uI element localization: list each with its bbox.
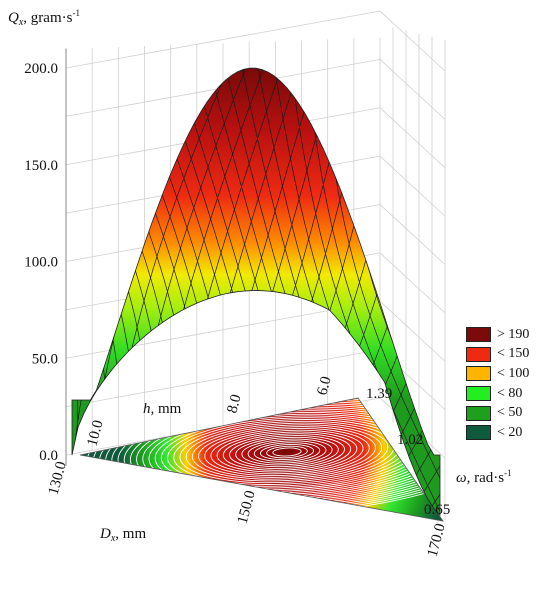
h-axis-title: h, mm — [143, 401, 182, 417]
grid-line — [380, 205, 445, 265]
h-tick-label: 6.0 — [314, 375, 334, 397]
surface-grid-line — [446, 40, 550, 520]
grid-line — [380, 156, 445, 216]
color-legend: > 190 < 150 < 100 < 80 < 50 < 20 — [466, 325, 546, 443]
dx-tick-label: 150.0 — [235, 489, 259, 526]
omega-axis-title: ω, rad·s-1 — [456, 468, 512, 486]
omega-tick-label: 0.65 — [424, 502, 450, 518]
legend-item: < 80 — [466, 384, 546, 404]
z-tick-label: 100.0 — [24, 255, 58, 271]
grid-line — [380, 108, 445, 168]
grid-line — [380, 253, 445, 313]
legend-swatch — [466, 406, 491, 421]
surface-grid-line — [457, 40, 550, 520]
dx-tick-label: 130.0 — [46, 460, 70, 497]
surface-grid-line — [491, 40, 550, 520]
legend-swatch — [466, 425, 491, 440]
surface-grid-line — [0, 40, 8, 520]
contour-triangle-fill — [80, 398, 443, 521]
z-tick-label: 150.0 — [24, 158, 58, 174]
surface-grid-line — [440, 40, 550, 520]
legend-swatch — [466, 366, 491, 381]
grid-line — [380, 59, 445, 119]
legend-label: < 20 — [497, 425, 522, 441]
surface-grid-line — [488, 40, 550, 520]
h-tick-label: 8.0 — [224, 393, 244, 415]
surface-grid-line — [0, 40, 70, 520]
legend-swatch — [466, 347, 491, 362]
legend-swatch — [466, 386, 491, 401]
legend-item: < 20 — [466, 423, 546, 443]
grid-line — [380, 11, 445, 71]
z-axis-title: Qx, gram·s-1 — [8, 8, 80, 28]
surface-grid-line — [502, 40, 550, 520]
surface-grid-line — [461, 40, 550, 520]
surface-grid-line — [529, 40, 550, 520]
surface-grid-line — [418, 40, 550, 520]
z-tick-label: 200.0 — [24, 61, 58, 77]
legend-label: < 80 — [497, 386, 522, 402]
surface-grid-line — [474, 40, 550, 520]
dx-tick-label: 170.0 — [425, 522, 449, 559]
surface-grid-line — [432, 40, 550, 520]
surface-grid-line — [0, 40, 22, 520]
legend-item: < 50 — [466, 403, 546, 423]
dx-axis-title: Dx, mm — [99, 526, 146, 544]
legend-label: < 150 — [497, 346, 529, 362]
legend-label: < 50 — [497, 405, 522, 421]
omega-tick-label: 1.39 — [366, 386, 392, 402]
surface-grid-line — [474, 40, 550, 520]
surface-grid-line — [423, 40, 550, 520]
surface-grid-line — [515, 40, 550, 520]
surface-grid-line — [542, 40, 550, 520]
surface-grid-line — [508, 40, 550, 520]
surface-grid-line — [525, 40, 550, 520]
surface-grid-line — [0, 40, 19, 520]
legend-item: < 150 — [466, 345, 546, 365]
surface-grid-line — [0, 40, 2, 520]
surface-grid-line — [0, 40, 36, 520]
h-tick-label: 10.0 — [84, 419, 106, 448]
legend-item: > 190 — [466, 325, 546, 345]
legend-label: < 100 — [497, 366, 529, 382]
omega-tick-label: 1.02 — [397, 432, 423, 448]
legend-label: > 190 — [497, 327, 529, 343]
legend-item: < 100 — [466, 364, 546, 384]
surface-grid-line — [0, 40, 36, 520]
legend-swatch — [466, 327, 491, 342]
z-tick-label: 50.0 — [32, 351, 58, 367]
